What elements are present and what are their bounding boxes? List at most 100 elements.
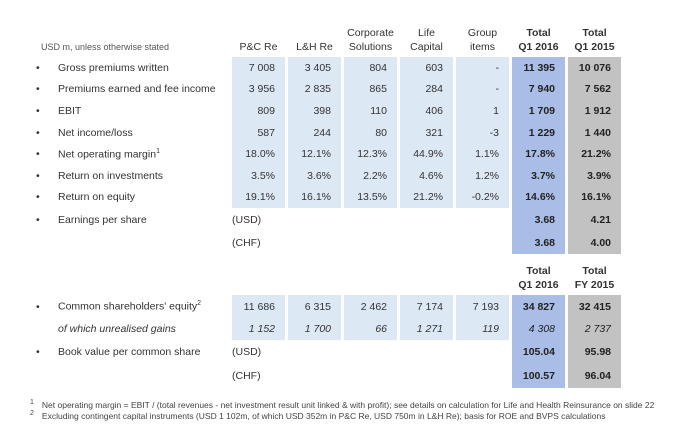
cell: 95.98 [568, 339, 621, 364]
cell: 2 835 [288, 78, 341, 101]
table-row: • Return on investments 3.5% 3.6% 2.2% 4.6% 1.… [31, 164, 621, 187]
table-row-bvps-chf: (CHF) 100.57 96.04 [31, 363, 621, 388]
currency: (USD) [232, 345, 262, 358]
col-total-q1-2015: Total Q1 2015 [574, 27, 615, 53]
cell: 587 [232, 121, 285, 144]
cell: 1 440 [568, 121, 621, 144]
cell: 809 [232, 100, 285, 122]
cell: 1 709 [512, 100, 565, 122]
row-label: EBIT [58, 104, 82, 117]
row-label: Earnings per share [58, 213, 147, 226]
cell: - [456, 78, 509, 101]
cell: 80 [344, 121, 397, 144]
cell: 4.6% [400, 164, 453, 187]
row-label: Book value per common share [58, 345, 201, 358]
equity-table: Total Q1 2016 Total FY 2015 • Common shareh… [28, 262, 624, 388]
cell: 12.3% [344, 143, 397, 165]
col-lh-re: L&H Re [296, 41, 333, 53]
cell: - [456, 57, 509, 79]
cell: 804 [344, 57, 397, 79]
cell: 398 [288, 100, 341, 122]
footnote-2: 2 Excluding contingent capital instrument… [30, 410, 606, 421]
cell: 1 [456, 100, 509, 122]
cell: 3.9% [568, 164, 621, 187]
cell: 321 [400, 121, 453, 144]
row-label: Premiums earned and fee income [58, 83, 216, 96]
table-row-eps-chf: (CHF) 3.68 4.00 [31, 231, 621, 255]
cell: 4 308 [512, 318, 565, 340]
cell: 284 [400, 78, 453, 101]
col-total-q1-2016: Total Q1 2016 [518, 27, 559, 53]
cell: 32 415 [568, 295, 621, 318]
cell: 7 193 [456, 295, 509, 318]
cell: 34 827 [512, 295, 565, 318]
table-row-eps-usd: • Earnings per share (USD) 3.68 4.21 [31, 208, 621, 232]
table-row-equity: • Common shareholders' equity2 11 686 6 3… [31, 295, 621, 318]
currency: (CHF) [232, 369, 261, 382]
cell: 100.57 [512, 363, 565, 388]
cell: 406 [400, 100, 453, 122]
cell: -3 [456, 121, 509, 144]
cell: 4.21 [568, 208, 621, 232]
col-total-q1-2016: Total Q1 2016 [518, 265, 559, 291]
table-row: • Net operating margin1 18.0% 12.1% 12.3% 44.… [31, 143, 621, 165]
cell: 2 737 [568, 318, 621, 340]
cell: 3.68 [512, 231, 565, 255]
cell: 13.5% [344, 186, 397, 209]
cell: 7 940 [512, 78, 565, 101]
cell: 7 008 [232, 57, 285, 79]
cell: 1 229 [512, 121, 565, 144]
cell: 21.2% [568, 143, 621, 165]
table-row: • Premiums earned and fee income 3 956 2 83… [31, 78, 621, 101]
row-label: Net operating margin [58, 148, 157, 161]
cell: 21.2% [400, 186, 453, 209]
cell: 110 [344, 100, 397, 122]
col-pc-re: P&C Re [239, 41, 278, 53]
cell: 12.1% [288, 143, 341, 165]
row-label: Return on investments [58, 169, 164, 182]
table-row-unrealised: of which unrealised gains 1 152 1 700 66… [31, 318, 621, 340]
cell: 16.1% [568, 186, 621, 209]
results-table: USD m, unless otherwise stated P&C Re L&… [28, 24, 624, 255]
cell: 7 562 [568, 78, 621, 101]
cell: 3.68 [512, 208, 565, 232]
cell: 3.7% [512, 164, 565, 187]
cell: -0.2% [456, 186, 509, 209]
cell: 4.00 [568, 231, 621, 255]
cell: 1 912 [568, 100, 621, 122]
row-label: Gross premiums written [58, 61, 169, 74]
row-label: Net income/loss [58, 126, 133, 139]
cell: 6 315 [288, 295, 341, 318]
col-total-fy-2015: Total FY 2015 [574, 265, 615, 291]
cell: 3.5% [232, 164, 285, 187]
cell: 1.1% [456, 143, 509, 165]
cell: 17.8% [512, 143, 565, 165]
col-corporate-solutions: Corporate Solutions [347, 27, 394, 53]
cell: 3 405 [288, 57, 341, 79]
cell: 66 [344, 318, 397, 340]
cell: 105.04 [512, 339, 565, 364]
currency: (CHF) [232, 236, 261, 249]
table-row: • Gross premiums written 7 008 3 405 804 603-… [31, 57, 621, 79]
cell: 1 700 [288, 318, 341, 340]
cell: 244 [288, 121, 341, 144]
cell: 2 462 [344, 295, 397, 318]
row-label: of which unrealised gains [58, 322, 176, 335]
table-row-bvps-usd: • Book value per common share (USD) 105.0… [31, 339, 621, 364]
cell: 1 271 [400, 318, 453, 340]
cell: 3 956 [232, 78, 285, 101]
col-life-capital: Life Capital [410, 27, 443, 53]
row-label: Return on equity [58, 191, 136, 204]
cell: 14.6% [512, 186, 565, 209]
cell: 16.1% [288, 186, 341, 209]
cell: 10 076 [568, 57, 621, 79]
currency: (USD) [232, 213, 262, 226]
cell: 119 [456, 318, 509, 340]
row-label: Common shareholders' equity [58, 300, 198, 313]
footnote-1: 1 Net operating margin = EBIT / (total re… [30, 399, 655, 410]
cell: 11 686 [232, 295, 285, 318]
cell: 865 [344, 78, 397, 101]
cell: 44.9% [400, 143, 453, 165]
cell: 11 395 [512, 57, 565, 79]
cell: 603 [400, 57, 453, 79]
